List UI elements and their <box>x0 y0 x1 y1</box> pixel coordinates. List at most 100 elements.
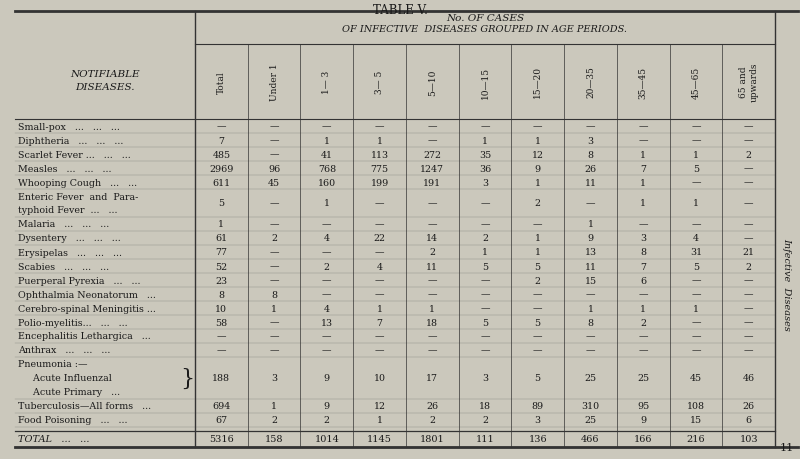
Text: 25: 25 <box>584 374 597 383</box>
Text: Measles   ...   ...   ...: Measles ... ... ... <box>18 164 111 173</box>
Text: —: — <box>691 290 701 299</box>
Text: 1: 1 <box>482 248 488 257</box>
Text: 1: 1 <box>377 304 382 313</box>
Text: 1: 1 <box>534 234 541 243</box>
Text: 15: 15 <box>690 415 702 425</box>
Text: —: — <box>744 178 754 187</box>
Text: Infective  Diseases: Infective Diseases <box>782 237 791 330</box>
Text: 2969: 2969 <box>209 164 234 173</box>
Text: —: — <box>374 248 384 257</box>
Text: —: — <box>586 332 595 341</box>
Text: —: — <box>270 346 279 355</box>
Text: —: — <box>744 318 754 327</box>
Text: 5: 5 <box>534 318 541 327</box>
Text: —: — <box>638 122 648 131</box>
Text: —: — <box>322 276 331 285</box>
Text: 52: 52 <box>215 262 227 271</box>
Text: 694: 694 <box>212 402 230 411</box>
Text: 96: 96 <box>268 164 280 173</box>
Text: 1: 1 <box>534 178 541 187</box>
Text: —: — <box>480 290 490 299</box>
Text: TABLE V.: TABLE V. <box>373 4 427 17</box>
Text: 1: 1 <box>693 150 699 159</box>
Text: Scarlet Fever ...   ...   ...: Scarlet Fever ... ... ... <box>18 150 130 159</box>
Text: —: — <box>744 332 754 341</box>
Text: 17: 17 <box>426 374 438 383</box>
Text: 5316: 5316 <box>209 435 234 443</box>
Text: 1145: 1145 <box>367 435 392 443</box>
Text: 25: 25 <box>584 415 597 425</box>
Text: 11: 11 <box>585 178 597 187</box>
Text: Acute Influenzal: Acute Influenzal <box>27 374 112 383</box>
Text: —: — <box>374 346 384 355</box>
Text: Under 1: Under 1 <box>270 63 278 101</box>
Text: 22: 22 <box>374 234 386 243</box>
Text: 1: 1 <box>640 150 646 159</box>
Text: 65 and
upwards: 65 and upwards <box>739 62 758 102</box>
Text: 9: 9 <box>587 234 594 243</box>
Text: 12: 12 <box>532 150 544 159</box>
Text: —: — <box>744 276 754 285</box>
Text: —: — <box>533 122 542 131</box>
Text: 2: 2 <box>271 234 277 243</box>
Text: —: — <box>586 290 595 299</box>
Text: —: — <box>322 346 331 355</box>
Text: 611: 611 <box>212 178 230 187</box>
Text: 103: 103 <box>739 435 758 443</box>
Text: 485: 485 <box>212 150 230 159</box>
Text: —: — <box>374 332 384 341</box>
Text: 1: 1 <box>640 304 646 313</box>
Text: 1: 1 <box>640 178 646 187</box>
Text: —: — <box>638 332 648 341</box>
Text: 1: 1 <box>324 199 330 208</box>
Text: 1: 1 <box>218 220 224 229</box>
Text: 8: 8 <box>587 150 594 159</box>
Text: OF INFECTIVE  DISEASES GROUPED IN AGE PERIODS.: OF INFECTIVE DISEASES GROUPED IN AGE PER… <box>342 25 627 34</box>
Text: —: — <box>270 248 279 257</box>
Text: 466: 466 <box>582 435 600 443</box>
Text: —: — <box>691 318 701 327</box>
Text: Scabies   ...   ...   ...: Scabies ... ... ... <box>18 262 109 271</box>
Text: 2: 2 <box>534 276 541 285</box>
Text: 5: 5 <box>693 262 699 271</box>
Text: 1: 1 <box>587 304 594 313</box>
Text: No. OF CASES: No. OF CASES <box>446 14 524 23</box>
Text: Tuberculosis—All forms   ...: Tuberculosis—All forms ... <box>18 402 151 411</box>
Text: —: — <box>427 346 437 355</box>
Text: 191: 191 <box>423 178 442 187</box>
Text: NOTIFIABLE: NOTIFIABLE <box>70 70 140 79</box>
Text: —: — <box>322 220 331 229</box>
Text: 7: 7 <box>377 318 382 327</box>
Text: 95: 95 <box>637 402 650 411</box>
Text: 31: 31 <box>690 248 702 257</box>
Text: DISEASES.: DISEASES. <box>75 83 134 92</box>
Text: 2: 2 <box>640 318 646 327</box>
Text: 26: 26 <box>426 402 438 411</box>
Text: —: — <box>533 304 542 313</box>
Text: —: — <box>744 346 754 355</box>
Text: 8: 8 <box>587 318 594 327</box>
Text: 58: 58 <box>215 318 227 327</box>
Text: 1: 1 <box>693 304 699 313</box>
Text: 1: 1 <box>587 220 594 229</box>
Text: 14: 14 <box>426 234 438 243</box>
Text: 46: 46 <box>742 374 754 383</box>
Text: —: — <box>217 346 226 355</box>
Text: 775: 775 <box>370 164 389 173</box>
Text: 3: 3 <box>482 178 488 187</box>
Text: —: — <box>586 199 595 208</box>
Text: —: — <box>427 220 437 229</box>
Text: 1: 1 <box>377 415 382 425</box>
Text: 1: 1 <box>534 136 541 145</box>
Text: —: — <box>270 262 279 271</box>
Text: 36: 36 <box>479 164 491 173</box>
Text: 3: 3 <box>640 234 646 243</box>
Text: 1014: 1014 <box>314 435 339 443</box>
Text: 2: 2 <box>430 415 435 425</box>
Text: —: — <box>691 178 701 187</box>
Text: —: — <box>427 290 437 299</box>
Text: —: — <box>480 346 490 355</box>
Text: 13: 13 <box>321 318 333 327</box>
Text: 21: 21 <box>742 248 754 257</box>
Text: 35: 35 <box>479 150 491 159</box>
